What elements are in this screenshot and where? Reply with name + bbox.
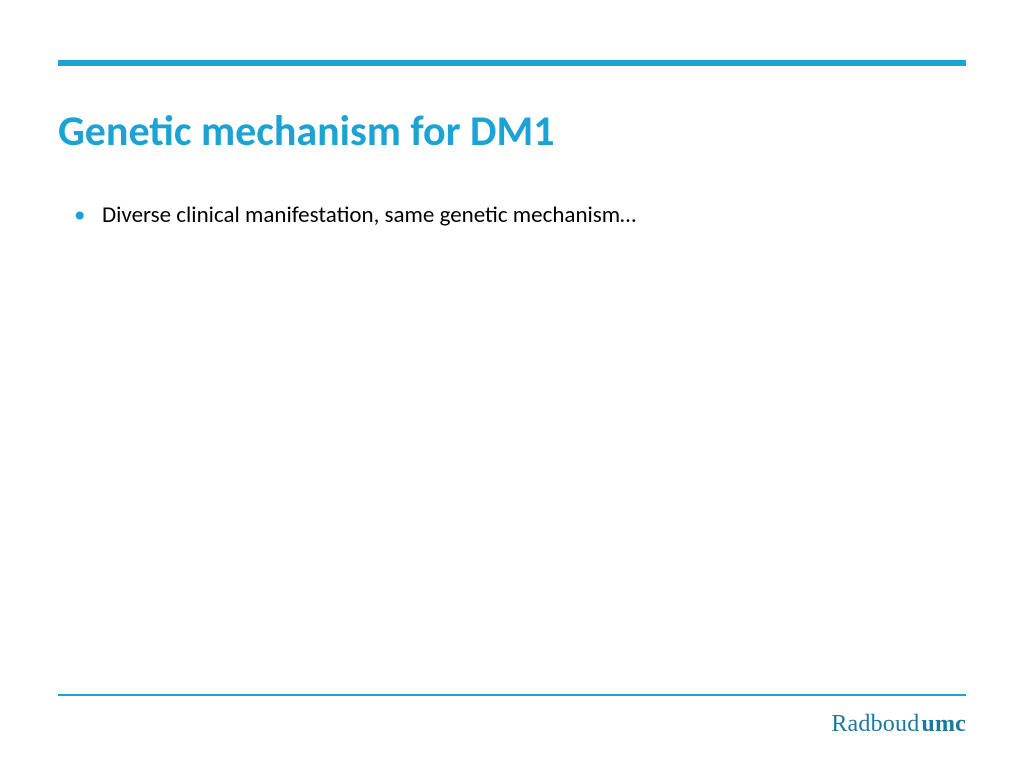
top-rule bbox=[58, 60, 966, 66]
slide-content: Diverse clinical manifestation, same gen… bbox=[58, 200, 966, 241]
logo-part1: Radboud bbox=[831, 711, 919, 737]
bullet-item: Diverse clinical manifestation, same gen… bbox=[58, 200, 966, 231]
bottom-rule bbox=[58, 694, 966, 696]
logo-part2: umc bbox=[921, 711, 966, 737]
logo-radboudumc: Radboudumc bbox=[831, 711, 966, 738]
slide-title: Genetic mechanism for DM1 bbox=[58, 108, 966, 156]
bullet-list: Diverse clinical manifestation, same gen… bbox=[58, 200, 966, 231]
